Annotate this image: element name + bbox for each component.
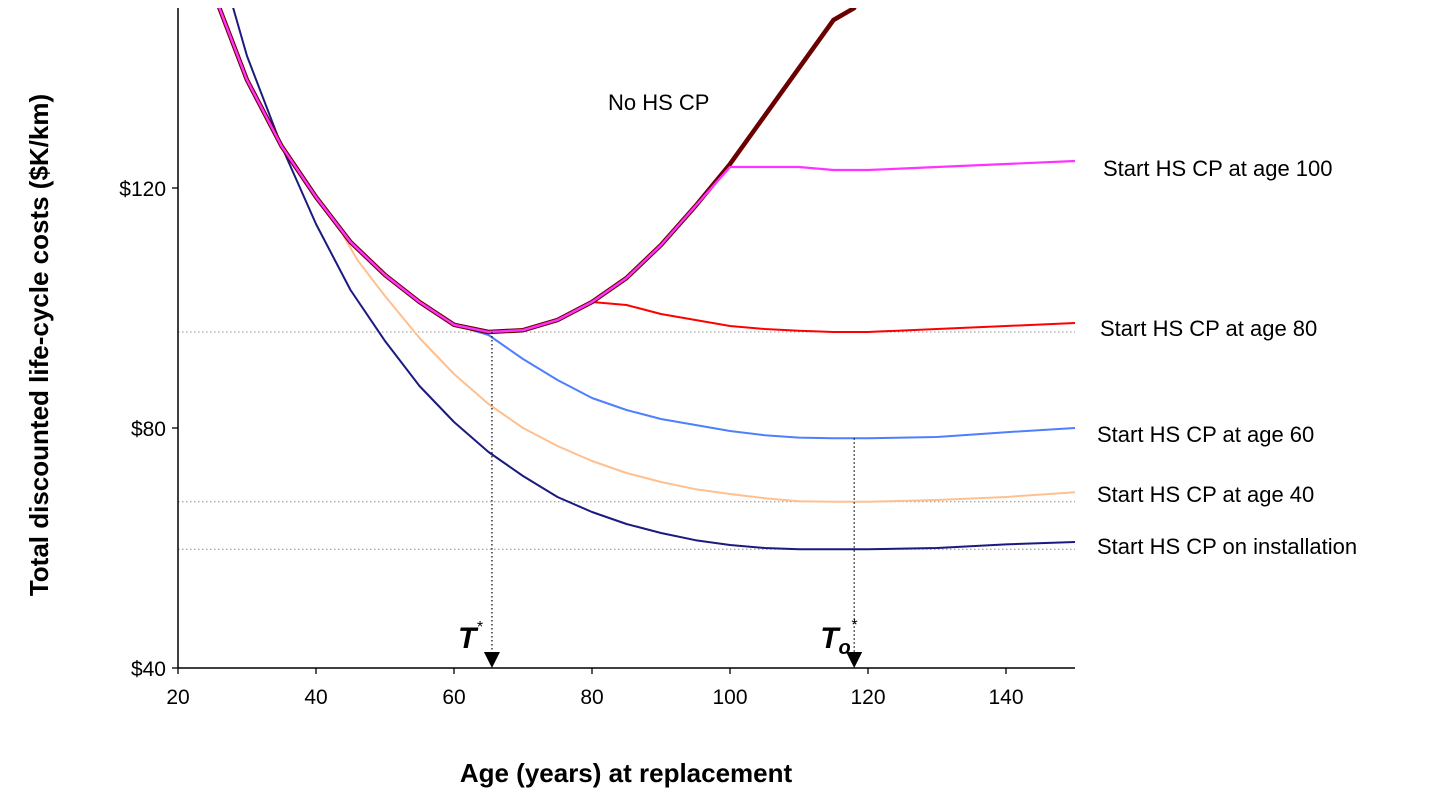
- series-line-start-hs-cp-on-installation: [232, 8, 1075, 551]
- x-tick-label: 100: [712, 686, 747, 709]
- annotation-label-2: To*: [820, 617, 858, 659]
- y-tick-label: $80: [131, 418, 166, 441]
- x-tick-label: 120: [850, 686, 885, 709]
- x-axis-title: Age (years) at replacement: [460, 758, 793, 788]
- series-line-no-hs-cp: [217, 8, 857, 335]
- x-tick-label: 60: [442, 686, 465, 709]
- series-line-overlay-start-hs-cp-at-age-100: [218, 8, 732, 334]
- x-tick-label: 140: [988, 686, 1023, 709]
- series-label-start-hs-cp-at-age-80: Start HS CP at age 80: [1100, 316, 1317, 341]
- series-label-start-hs-cp-on-installation: Start HS CP on installation: [1097, 534, 1357, 559]
- series-line-start-hs-cp-at-age-80: [591, 301, 1075, 333]
- x-tick-label: 20: [166, 686, 189, 709]
- y-axis-ticks: $40 $80 $120: [119, 178, 178, 681]
- annotation-arrow-2: [846, 652, 863, 668]
- x-tick-label: 40: [304, 686, 327, 709]
- series-lines: [217, 8, 1075, 551]
- series-labels: No HS CP Start HS CP at age 100 Start HS C…: [608, 90, 1357, 559]
- y-tick-label: $40: [131, 658, 166, 681]
- series-label-start-hs-cp-at-age-40: Start HS CP at age 40: [1097, 482, 1314, 507]
- axes: [177, 8, 1075, 669]
- y-tick-label: $120: [119, 178, 166, 201]
- series-label-no-hs-cp: No HS CP: [608, 90, 709, 115]
- reference-lines: [178, 331, 1075, 550]
- annotation-label-1: T*: [458, 619, 483, 655]
- series-label-start-hs-cp-at-age-100: Start HS CP at age 100: [1103, 156, 1333, 181]
- x-axis-ticks: 20 40 60 80 100 120 140: [166, 668, 1024, 709]
- series-line-start-hs-cp-at-age-60: [453, 323, 1075, 440]
- annotation-arrow-1: [483, 652, 500, 668]
- x-tick-label: 80: [580, 686, 603, 709]
- y-axis-title: Total discounted life-cycle costs ($K/km…: [24, 94, 54, 596]
- annotations: T* To*: [458, 332, 863, 668]
- series-line-start-hs-cp-at-age-40: [342, 235, 1075, 503]
- series-label-start-hs-cp-at-age-60: Start HS CP at age 60: [1097, 422, 1314, 447]
